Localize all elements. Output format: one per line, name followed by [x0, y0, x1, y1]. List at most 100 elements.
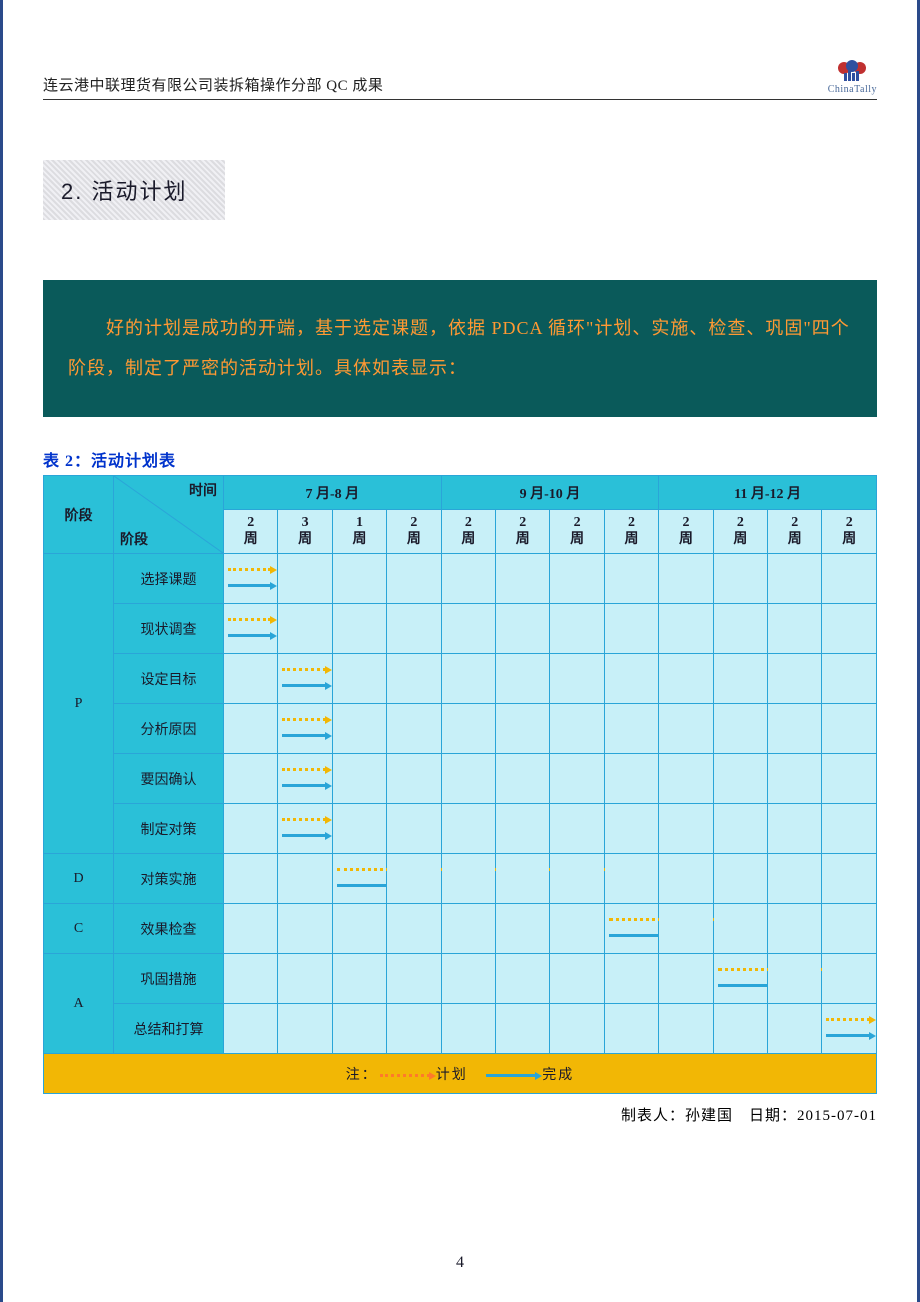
plan-arrow — [282, 768, 325, 771]
cell-0-3-6 — [550, 704, 604, 754]
cell-3-1-5 — [496, 1004, 550, 1054]
cell-2-0-10 — [768, 904, 822, 954]
cell-0-5-10 — [768, 804, 822, 854]
week-2-2: 2周 — [768, 510, 822, 554]
cell-0-1-0 — [224, 604, 278, 654]
cell-3-0-2 — [332, 954, 386, 1004]
cell-2-0-9 — [713, 904, 767, 954]
cell-0-1-3 — [387, 604, 441, 654]
cell-0-5-0 — [224, 804, 278, 854]
done-arrow — [282, 784, 325, 787]
cell-0-1-7 — [604, 604, 658, 654]
cell-3-1-1 — [278, 1004, 332, 1054]
cell-1-0-8 — [659, 854, 713, 904]
table-caption: 表 2：活动计划表 — [43, 447, 877, 471]
cell-3-1-11 — [822, 1004, 877, 1054]
cell-0-2-7 — [604, 654, 658, 704]
cell-0-3-1 — [278, 704, 332, 754]
cell-0-4-10 — [768, 754, 822, 804]
header-text: 连云港中联理货有限公司装拆箱操作分部 QC 成果 — [43, 74, 383, 95]
plan-arrow — [826, 1018, 870, 1021]
activity-0-5: 制定对策 — [114, 804, 224, 854]
cell-0-5-6 — [550, 804, 604, 854]
cell-3-1-8 — [659, 1004, 713, 1054]
page-number: 4 — [3, 1254, 917, 1272]
cell-2-0-3 — [387, 904, 441, 954]
cell-0-2-4 — [441, 654, 495, 704]
cell-0-3-8 — [659, 704, 713, 754]
phase-C: C — [44, 904, 114, 954]
cell-2-0-4 — [441, 904, 495, 954]
cell-3-0-10 — [768, 954, 822, 1004]
cell-0-0-2 — [332, 554, 386, 604]
cell-0-3-4 — [441, 704, 495, 754]
cell-0-3-0 — [224, 704, 278, 754]
cell-0-4-11 — [822, 754, 877, 804]
week-0-3: 2周 — [387, 510, 441, 554]
week-2-3: 2周 — [822, 510, 877, 554]
done-arrow — [282, 734, 325, 737]
col-diagonal: 时间 阶段 — [114, 476, 224, 554]
cell-1-0-1 — [278, 854, 332, 904]
cell-0-3-9 — [713, 704, 767, 754]
cell-0-4-9 — [713, 754, 767, 804]
cell-3-0-6 — [550, 954, 604, 1004]
cell-0-0-7 — [604, 554, 658, 604]
logo: ChinaTally — [828, 60, 877, 95]
cell-2-0-1 — [278, 904, 332, 954]
plan-thead: 阶段 时间 阶段 7 月-8 月9 月-10 月11 月-12 月2周3周1周2… — [44, 476, 877, 554]
plan-tbody: P选择课题现状调查设定目标分析原因要因确认制定对策D对策实施C效果检查A巩固措施… — [44, 554, 877, 1094]
cell-0-2-1 — [278, 654, 332, 704]
cell-1-0-7 — [604, 854, 658, 904]
month-group-2: 11 月-12 月 — [659, 476, 877, 510]
cell-3-1-4 — [441, 1004, 495, 1054]
cell-0-5-9 — [713, 804, 767, 854]
week-0-1: 3周 — [278, 510, 332, 554]
cell-0-1-5 — [496, 604, 550, 654]
cell-3-0-0 — [224, 954, 278, 1004]
legend: 注：计划 完成 — [44, 1054, 877, 1094]
cell-0-0-6 — [550, 554, 604, 604]
cell-1-0-0 — [224, 854, 278, 904]
plan-table: 阶段 时间 阶段 7 月-8 月9 月-10 月11 月-12 月2周3周1周2… — [43, 475, 877, 1094]
cell-3-0-5 — [496, 954, 550, 1004]
intro-box: 好的计划是成功的开端，基于选定课题，依据 PDCA 循环"计划、实施、检查、巩固… — [43, 280, 877, 417]
cell-1-0-9 — [713, 854, 767, 904]
cell-3-1-3 — [387, 1004, 441, 1054]
cell-0-5-7 — [604, 804, 658, 854]
cell-0-1-6 — [550, 604, 604, 654]
logo-label: ChinaTally — [828, 84, 877, 95]
cell-0-3-11 — [822, 704, 877, 754]
cell-0-2-2 — [332, 654, 386, 704]
cell-0-1-10 — [768, 604, 822, 654]
cell-0-5-3 — [387, 804, 441, 854]
cell-0-2-5 — [496, 654, 550, 704]
cell-0-5-2 — [332, 804, 386, 854]
cell-0-1-1 — [278, 604, 332, 654]
cell-1-0-5 — [496, 854, 550, 904]
week-1-2: 2周 — [550, 510, 604, 554]
cell-0-4-0 — [224, 754, 278, 804]
cell-0-4-8 — [659, 754, 713, 804]
cell-1-0-11 — [822, 854, 877, 904]
cell-0-1-4 — [441, 604, 495, 654]
cell-2-0-8 — [659, 904, 713, 954]
plan-arrow — [228, 568, 271, 571]
activity-2-0: 效果检查 — [114, 904, 224, 954]
cell-0-2-6 — [550, 654, 604, 704]
cell-2-0-0 — [224, 904, 278, 954]
cell-0-0-5 — [496, 554, 550, 604]
cell-3-1-0 — [224, 1004, 278, 1054]
done-arrow — [228, 584, 271, 587]
month-group-0: 7 月-8 月 — [224, 476, 442, 510]
cell-0-2-0 — [224, 654, 278, 704]
cell-0-2-9 — [713, 654, 767, 704]
week-0-2: 1周 — [332, 510, 386, 554]
cell-2-0-5 — [496, 904, 550, 954]
cell-1-0-4 — [441, 854, 495, 904]
cell-3-1-9 — [713, 1004, 767, 1054]
cell-3-1-6 — [550, 1004, 604, 1054]
cell-3-0-1 — [278, 954, 332, 1004]
phase-P: P — [44, 554, 114, 854]
cell-2-0-6 — [550, 904, 604, 954]
